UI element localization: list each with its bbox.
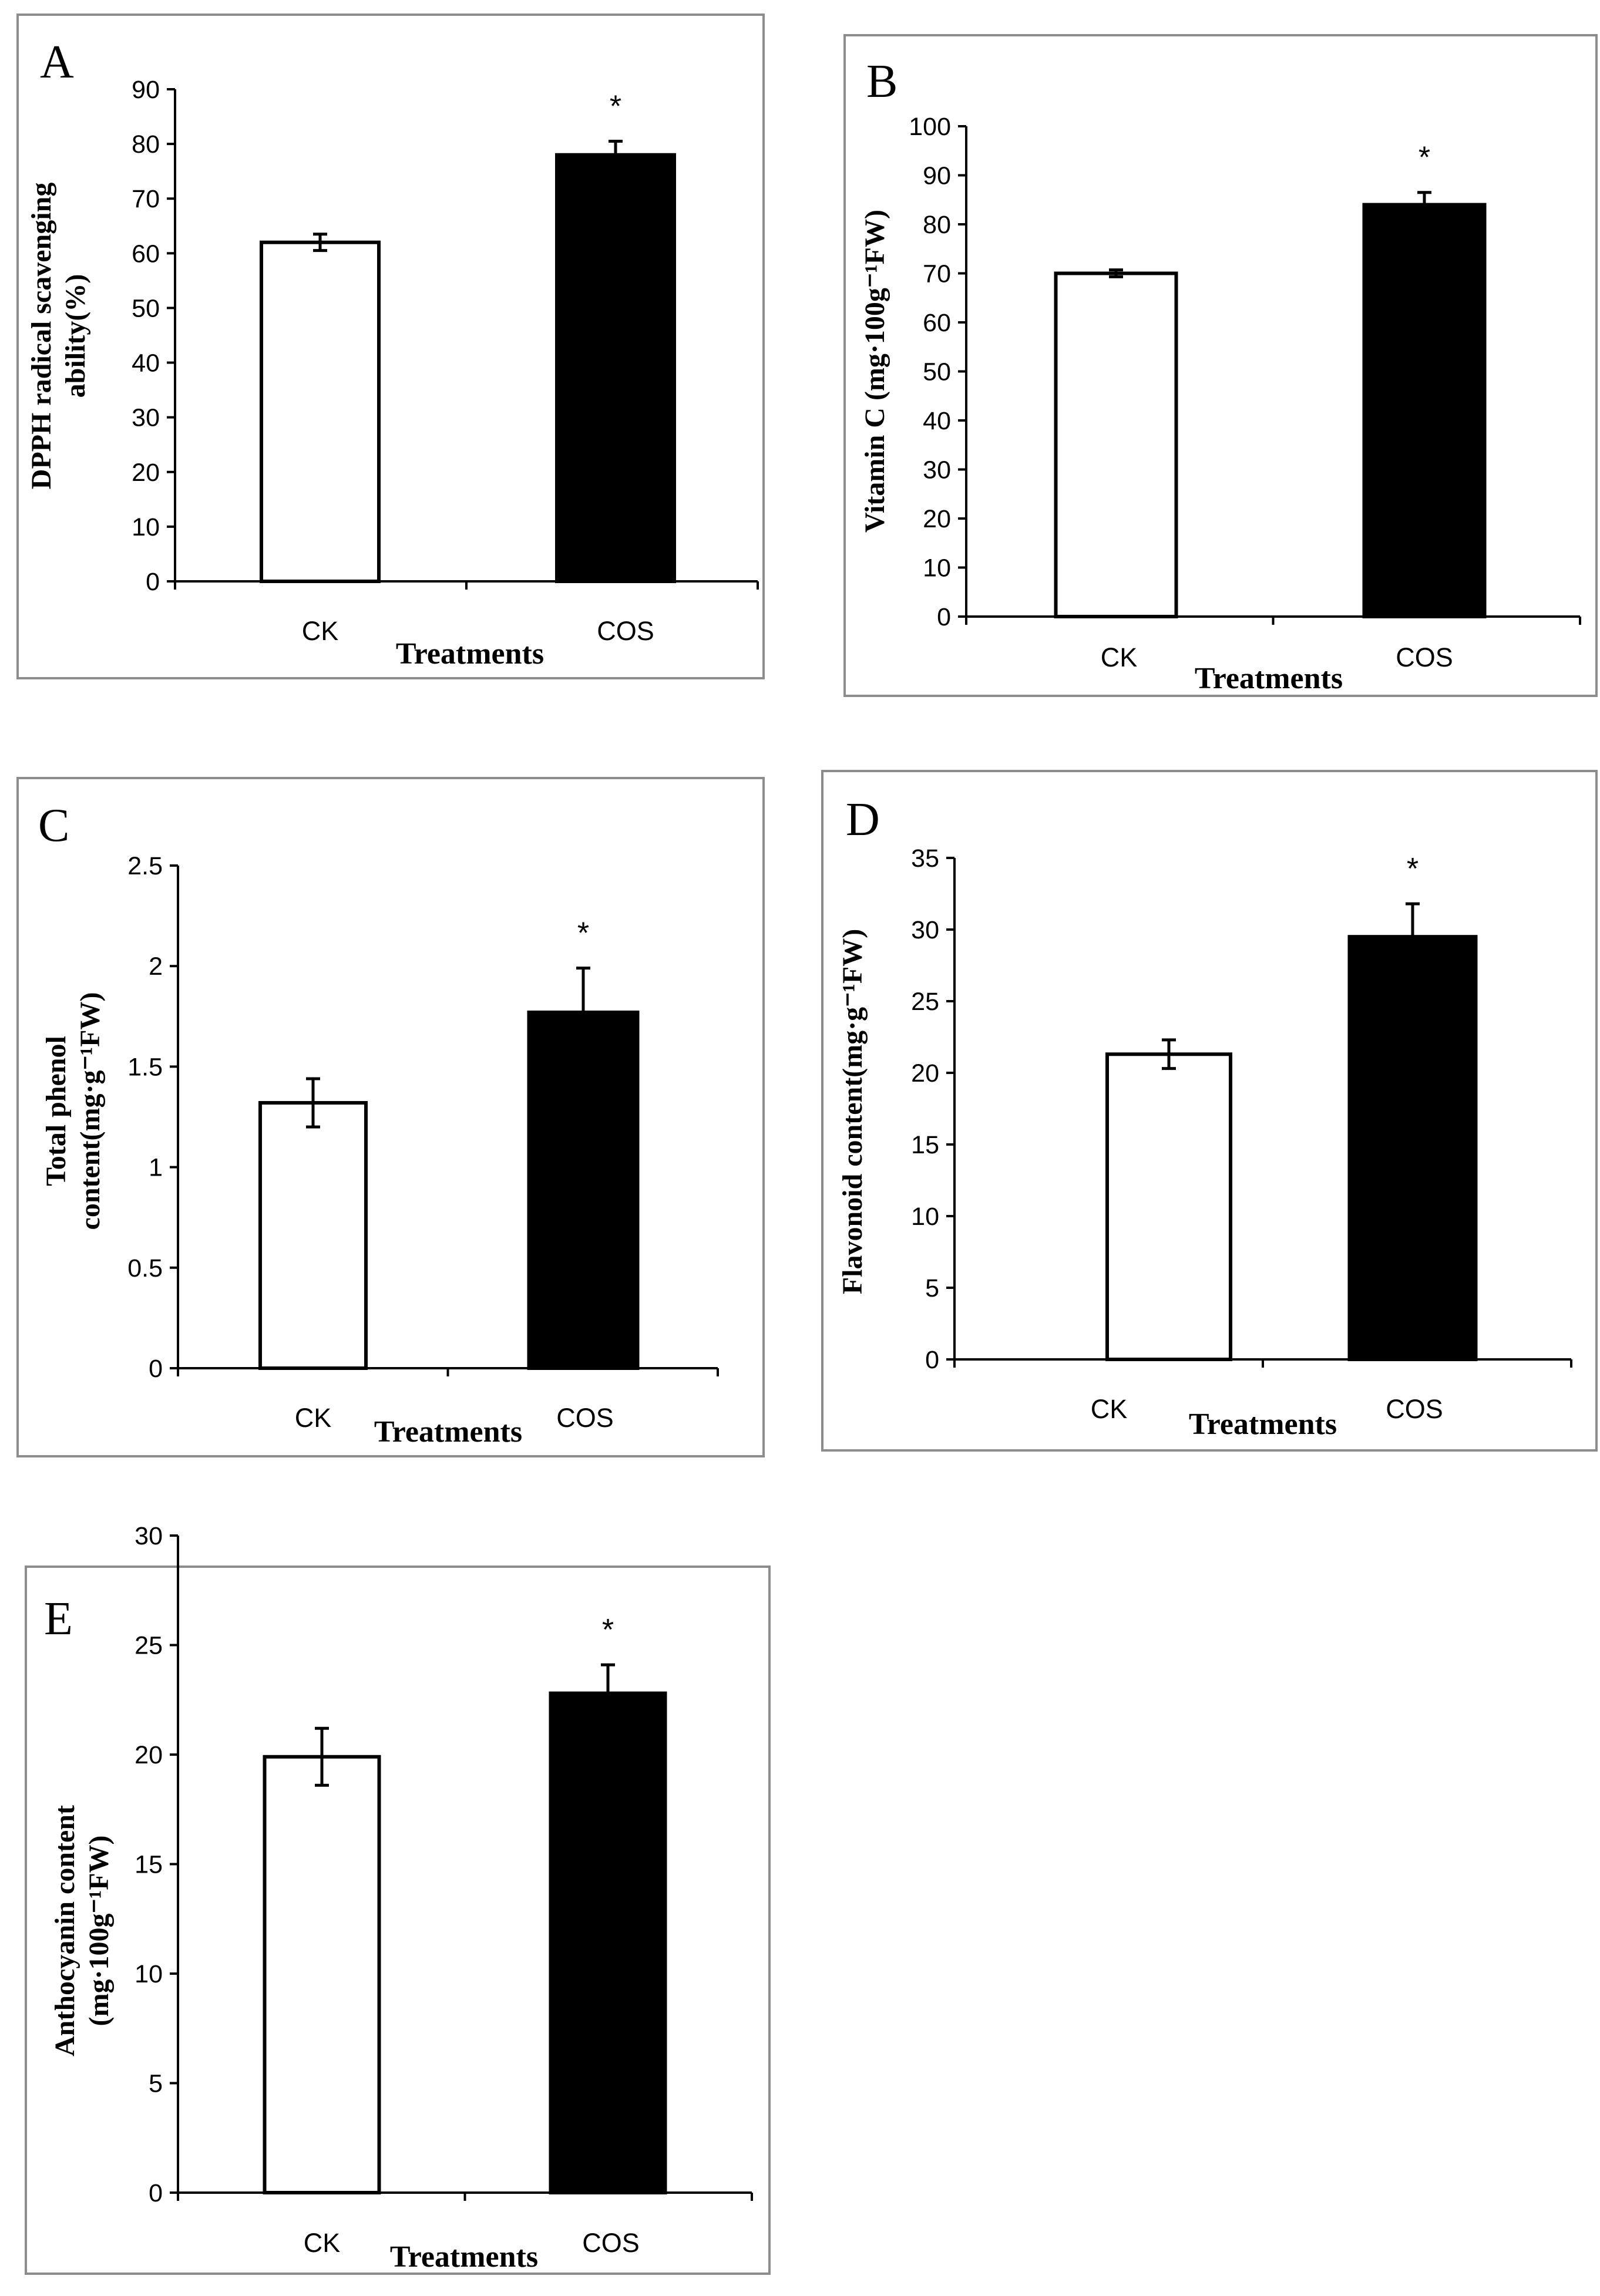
category-label: CK [295,1403,332,1433]
bar-cos [527,1010,640,1370]
y-axis-title-line: Anthocyanin content [49,1805,80,2056]
x-axis-title: Treatments [390,2240,538,2274]
bar-cos [1362,203,1487,619]
y-tick-label: 1 [149,1154,163,1182]
y-tick-label: 0 [146,568,160,596]
y-tick-label: 10 [135,1960,163,1988]
bar-cos [1347,935,1478,1361]
y-tick-label: 0.5 [127,1254,163,1282]
y-tick-label: 20 [132,459,160,487]
y-tick-label: 20 [923,505,951,533]
y-tick-label: 10 [911,1203,939,1231]
y-tick-label: 25 [135,1632,163,1660]
y-tick-label: 2 [149,952,163,981]
significance-marker: * [577,917,589,951]
y-axis-title: Vitamin C (mg·100g⁻¹FW) [859,210,890,533]
y-tick-label: 20 [135,1741,163,1769]
y-tick-label: 70 [132,185,160,213]
y-tick-label: 0 [149,2179,163,2207]
y-tick-label: 15 [911,1131,939,1159]
y-tick-label: 20 [911,1059,939,1088]
y-tick-label: 0 [937,603,951,631]
category-label: COS [582,2228,640,2258]
y-axis-title-line: ability(%) [60,274,91,398]
bar-ck [263,1755,381,2194]
y-axis-title: Anthocyanin content (mg·100g⁻¹FW) [49,1805,115,2056]
panel-label: C [38,800,69,851]
category-label: COS [1396,642,1453,672]
y-tick-label: 80 [923,211,951,239]
panel-label: B [866,56,898,107]
y-tick-label: 30 [911,916,939,944]
y-tick-label: 0 [149,1355,163,1383]
y-axis-title-line: (mg·100g⁻¹FW) [83,1835,115,2026]
bar-ck [1105,1052,1232,1361]
y-tick-label: 5 [925,1274,939,1302]
y-tick-label: 2.5 [127,852,163,880]
category-label: COS [556,1403,614,1433]
y-axis-title: Flavonoid content(mg·g⁻¹FW) [837,929,868,1294]
y-tick-label: 1.5 [127,1053,163,1081]
y-tick-label: 60 [923,309,951,337]
y-axis-title-line: Flavonoid content(mg·g⁻¹FW) [837,929,868,1294]
significance-marker: * [602,1613,614,1647]
y-tick-label: 30 [135,1522,163,1550]
panel-d: 0 5 10 15 20 25 30 35 CK * COS Treatments D Flavonoid… [821,770,1598,1452]
bar-ck [1054,271,1178,618]
y-tick-label: 10 [923,554,951,583]
x-axis-title: Treatments [1189,1408,1337,1441]
y-axis-title-line: DPPH radical scavenging [26,183,57,490]
y-tick-label: 40 [923,407,951,435]
y-tick-label: 50 [923,358,951,386]
x-axis-title: Treatments [374,1415,522,1449]
y-axis-title: DPPH radical scavenging ability(%) [26,183,91,490]
y-tick-label: 50 [132,294,160,322]
significance-marker: * [1419,141,1430,175]
panel-b: 0 10 20 30 40 50 60 70 80 90 100 CK * COS Treatments B V… [843,34,1598,697]
y-tick-label: 35 [911,844,939,873]
y-axis-title-line: content(mg·g⁻¹FW) [75,992,106,1230]
bar-ck [258,1101,368,1370]
y-tick-label: 25 [911,988,939,1016]
panel-label: D [846,794,880,846]
x-axis-title: Treatments [396,637,544,671]
category-label: CK [304,2228,341,2258]
panel-e: 0 5 10 15 20 25 30 CK * COS Treatments E Anthocyanin… [25,1522,771,2275]
category-label: CK [302,616,339,646]
y-tick-label: 90 [132,76,160,104]
y-axis-title: Total phenol content(mg·g⁻¹FW) [41,992,106,1230]
category-label: COS [597,616,654,646]
panel-c: 0 0.5 1 1.5 2 2.5 CK * COS Treatments C Total pheno… [16,777,765,1457]
significance-marker: * [610,89,621,123]
y-tick-label: 0 [925,1346,939,1374]
bar-cos [555,153,676,583]
y-tick-label: 30 [132,404,160,432]
category-label: CK [1091,1394,1128,1424]
y-tick-label: 30 [923,456,951,484]
y-tick-label: 80 [132,130,160,159]
y-tick-label: 15 [135,1851,163,1879]
y-tick-label: 60 [132,240,160,268]
y-axis-title-line: Total phenol [41,1036,72,1186]
y-tick-label: 40 [132,349,160,378]
category-label: CK [1101,642,1138,672]
y-tick-label: 100 [909,113,951,141]
bar-ck [260,240,381,583]
panel-label: E [44,1593,73,1645]
category-label: COS [1386,1394,1443,1424]
x-axis-title: Treatments [1195,662,1343,695]
y-axis-title-line: Vitamin C (mg·100g⁻¹FW) [859,210,890,533]
bar-cos [549,1691,667,2195]
y-tick-label: 5 [149,2070,163,2098]
y-tick-label: 70 [923,260,951,288]
y-tick-label: 90 [923,162,951,190]
significance-marker: * [1407,852,1419,886]
y-tick-label: 10 [132,513,160,541]
panel-label: A [40,36,74,88]
panel-a: 0 10 20 30 40 50 60 70 80 90 CK * COS Treatments A DPPH… [16,14,765,679]
